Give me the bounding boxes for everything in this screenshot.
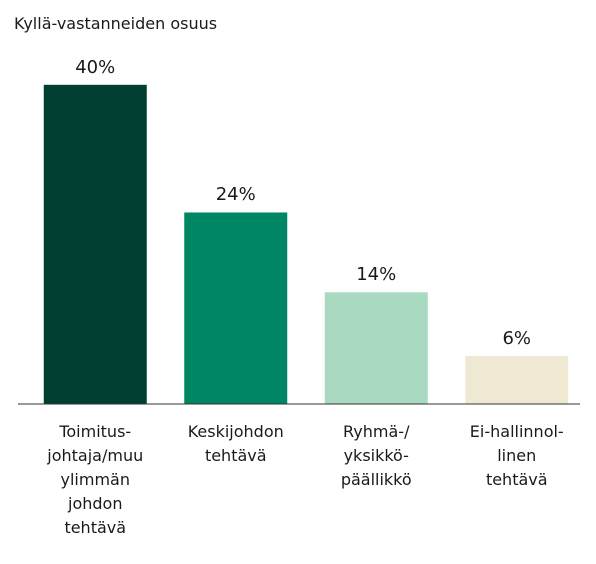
value-label: 40% [75, 56, 116, 78]
bar [324, 292, 428, 404]
x-tick-label: Ryhmä-/ yksikkö- päällikkö [340, 422, 412, 489]
chart-title: Kyllä-vastanneiden osuus [14, 14, 218, 33]
value-label: 14% [356, 264, 397, 286]
value-label: 24% [215, 184, 256, 206]
x-tick-label: Keskijohdon tehtävä [187, 422, 284, 465]
bar [184, 212, 288, 404]
x-tick-label: Ei-hallinnol- linen tehtävä [469, 422, 564, 489]
bar [43, 84, 147, 405]
bar [465, 356, 569, 404]
value-label: 6% [502, 328, 532, 350]
x-tick-label: Toimitus- johtaja/muu ylimmän johdon teh… [47, 422, 144, 537]
